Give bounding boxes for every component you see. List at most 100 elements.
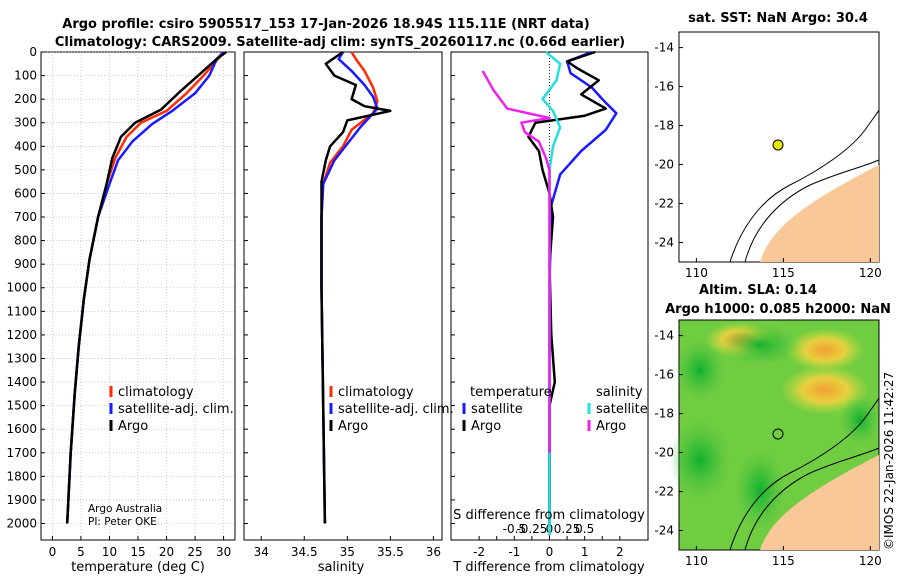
xtick-label: 30 [216, 545, 231, 559]
credit-line1: Argo Australia [88, 503, 162, 515]
ytick-label: 1800 [6, 469, 37, 483]
legend-temperature-title: temperature [470, 385, 552, 400]
xtick-label: 35 [340, 545, 355, 559]
ytick-label: 500 [14, 163, 37, 177]
xtick-label: 36 [426, 545, 441, 559]
stick-label: 0.25 [554, 522, 581, 536]
map-ytick-label: -14 [654, 41, 674, 55]
temperature-xlabel: temperature (deg C) [71, 560, 205, 575]
coastline-contour [729, 109, 880, 263]
series-line-argo [320, 50, 392, 524]
difference-legend: temperature satellite Argo salinity sate… [462, 385, 648, 434]
xtick-label: 10 [102, 545, 117, 559]
figure-title-line2: Climatology: CARS2009. Satellite-adj cli… [55, 35, 625, 50]
difference-xlabel: T difference from climatology [452, 560, 645, 575]
ytick-label: 1300 [6, 351, 37, 365]
series-line-argo [65, 50, 228, 524]
map-xtick-label: 115 [772, 554, 795, 568]
argo-position-marker [772, 139, 784, 151]
ytick-label: 1200 [6, 328, 37, 342]
argo-position-marker [772, 428, 784, 440]
ytick-label: 1400 [6, 375, 37, 389]
ytick-label: 800 [14, 234, 37, 248]
land-shape [760, 165, 879, 262]
ytick-label: 1100 [6, 304, 37, 318]
map-ytick-label: -14 [654, 329, 674, 343]
map-xtick-label: 120 [859, 554, 882, 568]
legend-argo-label: Argo [338, 419, 368, 434]
legend-t-satellite-label: satellite [471, 402, 523, 417]
stick-label: 0.5 [575, 522, 594, 536]
legend-t-argo-label: Argo [471, 419, 501, 434]
legend-climatology-label: climatology [338, 385, 414, 400]
map-xtick-label: 115 [772, 266, 795, 280]
salinity-panel [243, 51, 443, 541]
map-ytick-label: -20 [654, 158, 674, 172]
legend-climatology-label: climatology [118, 385, 194, 400]
figure-title-line1: Argo profile: csiro 5905517_153 17-Jan-2… [62, 17, 589, 32]
xtick-label: 1 [581, 545, 589, 559]
map-ytick-label: -24 [654, 236, 674, 250]
credit-line2: PI: Peter OKE [88, 516, 157, 528]
coastline-contour [729, 397, 880, 551]
xtick-label: 35.5 [377, 545, 404, 559]
map-ytick-label: -18 [654, 119, 674, 133]
timestamp: ©IMOS 22-Jan-2026 11:42:27 [882, 372, 896, 550]
legend-salinity-title: salinity [596, 385, 643, 400]
ytick-label: 1600 [6, 422, 37, 436]
legend-s-argo-label: Argo [596, 419, 626, 434]
sla-map-title2: Argo h1000: 0.085 h2000: NaN [665, 302, 891, 317]
map-ytick-label: -22 [654, 197, 674, 211]
ytick-label: 600 [14, 186, 37, 200]
ytick-label: 1700 [6, 446, 37, 460]
xtick-label: 25 [187, 545, 202, 559]
bathymetry-contour [744, 159, 880, 263]
map-ytick-label: -16 [654, 80, 674, 94]
temperature-legend: climatology satellite-adj. clim. Argo [109, 385, 234, 434]
ytick-label: 1900 [6, 493, 37, 507]
legend-satellite-label: satellite-adj. clim. [338, 402, 454, 417]
ytick-label: 0 [29, 45, 37, 59]
salinity-legend: climatology satellite-adj. clim. Argo [329, 385, 454, 434]
series-line-s-argo [481, 70, 551, 453]
sst-map [678, 31, 880, 263]
xtick-label: 20 [159, 545, 174, 559]
land-shape [760, 455, 879, 550]
series-line-t-argo [527, 50, 608, 524]
legend-argo-label: Argo [118, 419, 148, 434]
map-xtick-label: 120 [859, 266, 882, 280]
xtick-label: -1 [508, 545, 520, 559]
legend-s-satellite-label: satellite [596, 402, 648, 417]
xtick-label: 2 [616, 545, 624, 559]
difference-toplabel: S difference from climatology [453, 508, 645, 523]
ytick-label: 2000 [6, 516, 37, 530]
map-ytick-label: -22 [654, 485, 674, 499]
ytick-label: 900 [14, 257, 37, 271]
stick-label: -0.5 [503, 522, 526, 536]
xtick-label: 34 [254, 545, 269, 559]
map-xtick-label: 110 [685, 554, 708, 568]
ytick-label: 1000 [6, 281, 37, 295]
ytick-label: 300 [14, 116, 37, 130]
salinity-xlabel: salinity [318, 560, 365, 575]
xtick-label: 34.5 [291, 545, 318, 559]
ytick-label: 200 [14, 92, 37, 106]
map-ytick-label: -16 [654, 368, 674, 382]
map-ytick-label: -18 [654, 407, 674, 421]
sla-map [670, 319, 880, 551]
legend-satellite-label: satellite-adj. clim. [118, 402, 234, 417]
bathymetry-contour [744, 447, 880, 551]
ytick-label: 100 [14, 69, 37, 83]
xtick-label: 15 [130, 545, 145, 559]
xtick-label: -2 [473, 545, 485, 559]
ytick-label: 1500 [6, 399, 37, 413]
ytick-label: 400 [14, 139, 37, 153]
stick-label: -0.25 [516, 522, 547, 536]
ytick-label: 700 [14, 210, 37, 224]
xtick-label: 0 [49, 545, 57, 559]
map-ytick-label: -24 [654, 524, 674, 538]
sst-map-title: sat. SST: NaN Argo: 30.4 [688, 11, 868, 26]
map-xtick-label: 110 [685, 266, 708, 280]
xtick-label: 0 [546, 545, 554, 559]
